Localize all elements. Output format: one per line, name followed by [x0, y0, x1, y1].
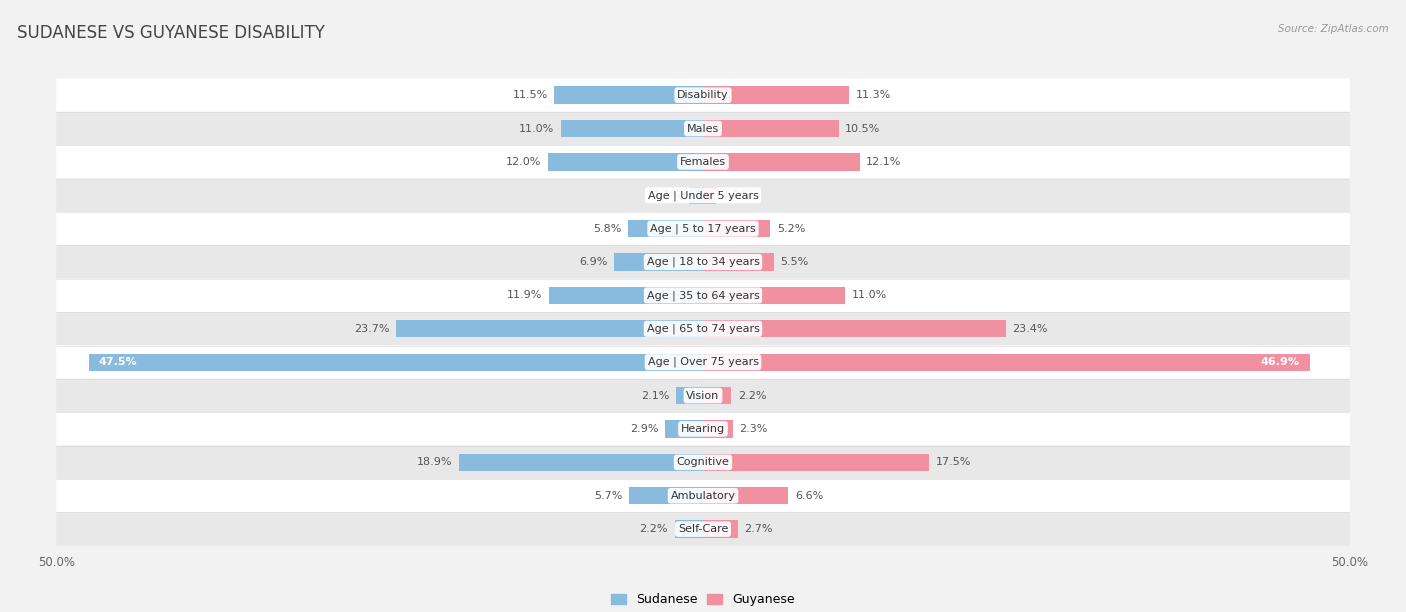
- Bar: [614, 253, 703, 271]
- Text: 10.5%: 10.5%: [845, 124, 880, 133]
- Text: Disability: Disability: [678, 90, 728, 100]
- Text: 2.7%: 2.7%: [744, 524, 773, 534]
- Bar: [703, 153, 859, 171]
- Text: 11.9%: 11.9%: [508, 291, 543, 300]
- Text: 6.6%: 6.6%: [794, 491, 823, 501]
- Bar: [630, 487, 703, 504]
- Text: Age | 18 to 34 years: Age | 18 to 34 years: [647, 257, 759, 267]
- Text: 17.5%: 17.5%: [936, 457, 972, 468]
- FancyBboxPatch shape: [56, 145, 1350, 179]
- Text: Self-Care: Self-Care: [678, 524, 728, 534]
- Text: 5.5%: 5.5%: [780, 257, 808, 267]
- Text: Age | 5 to 17 years: Age | 5 to 17 years: [650, 223, 756, 234]
- FancyBboxPatch shape: [56, 179, 1350, 212]
- Text: Cognitive: Cognitive: [676, 457, 730, 468]
- Bar: [665, 420, 703, 438]
- Bar: [703, 253, 775, 271]
- Text: 2.3%: 2.3%: [740, 424, 768, 434]
- Text: 23.4%: 23.4%: [1012, 324, 1047, 334]
- Text: Source: ZipAtlas.com: Source: ZipAtlas.com: [1278, 24, 1389, 34]
- Bar: [458, 453, 703, 471]
- Bar: [703, 187, 716, 204]
- FancyBboxPatch shape: [56, 512, 1350, 546]
- Text: 2.2%: 2.2%: [640, 524, 668, 534]
- Bar: [703, 520, 738, 538]
- Text: 11.3%: 11.3%: [856, 90, 891, 100]
- Bar: [628, 220, 703, 237]
- FancyBboxPatch shape: [56, 278, 1350, 312]
- Legend: Sudanese, Guyanese: Sudanese, Guyanese: [606, 588, 800, 611]
- Bar: [89, 354, 703, 371]
- Bar: [703, 320, 1005, 337]
- Text: SUDANESE VS GUYANESE DISABILITY: SUDANESE VS GUYANESE DISABILITY: [17, 24, 325, 42]
- Text: 6.9%: 6.9%: [579, 257, 607, 267]
- Bar: [675, 520, 703, 538]
- FancyBboxPatch shape: [56, 312, 1350, 346]
- Bar: [703, 354, 1309, 371]
- Text: 2.2%: 2.2%: [738, 390, 766, 401]
- FancyBboxPatch shape: [56, 446, 1350, 479]
- FancyBboxPatch shape: [56, 346, 1350, 379]
- Bar: [703, 120, 839, 137]
- Text: Ambulatory: Ambulatory: [671, 491, 735, 501]
- Text: Age | 65 to 74 years: Age | 65 to 74 years: [647, 324, 759, 334]
- Bar: [689, 187, 703, 204]
- FancyBboxPatch shape: [56, 379, 1350, 412]
- Text: 11.5%: 11.5%: [513, 90, 548, 100]
- Bar: [550, 287, 703, 304]
- Text: 18.9%: 18.9%: [416, 457, 453, 468]
- Bar: [703, 487, 789, 504]
- Bar: [561, 120, 703, 137]
- Text: Females: Females: [681, 157, 725, 167]
- Bar: [703, 86, 849, 104]
- Text: 12.0%: 12.0%: [506, 157, 541, 167]
- Text: 11.0%: 11.0%: [519, 124, 554, 133]
- FancyBboxPatch shape: [56, 212, 1350, 245]
- Text: 2.9%: 2.9%: [630, 424, 659, 434]
- Text: 46.9%: 46.9%: [1260, 357, 1299, 367]
- Text: 1.0%: 1.0%: [723, 190, 751, 200]
- Text: Males: Males: [688, 124, 718, 133]
- Text: Age | 35 to 64 years: Age | 35 to 64 years: [647, 290, 759, 300]
- FancyBboxPatch shape: [56, 112, 1350, 145]
- Text: 5.8%: 5.8%: [593, 223, 621, 234]
- Bar: [703, 387, 731, 405]
- Bar: [676, 387, 703, 405]
- Bar: [703, 287, 845, 304]
- Text: 5.7%: 5.7%: [595, 491, 623, 501]
- Bar: [548, 153, 703, 171]
- FancyBboxPatch shape: [56, 78, 1350, 112]
- Text: 47.5%: 47.5%: [98, 357, 138, 367]
- FancyBboxPatch shape: [56, 245, 1350, 278]
- Bar: [703, 220, 770, 237]
- Bar: [396, 320, 703, 337]
- Text: Age | Under 5 years: Age | Under 5 years: [648, 190, 758, 201]
- Text: Hearing: Hearing: [681, 424, 725, 434]
- Text: 23.7%: 23.7%: [354, 324, 389, 334]
- FancyBboxPatch shape: [56, 412, 1350, 446]
- Bar: [703, 453, 929, 471]
- Text: 2.1%: 2.1%: [641, 390, 669, 401]
- Text: 12.1%: 12.1%: [866, 157, 901, 167]
- Bar: [554, 86, 703, 104]
- Bar: [703, 420, 733, 438]
- Text: 5.2%: 5.2%: [776, 223, 806, 234]
- Text: 1.1%: 1.1%: [654, 190, 682, 200]
- Text: Vision: Vision: [686, 390, 720, 401]
- FancyBboxPatch shape: [56, 479, 1350, 512]
- Text: Age | Over 75 years: Age | Over 75 years: [648, 357, 758, 367]
- Text: 11.0%: 11.0%: [852, 291, 887, 300]
